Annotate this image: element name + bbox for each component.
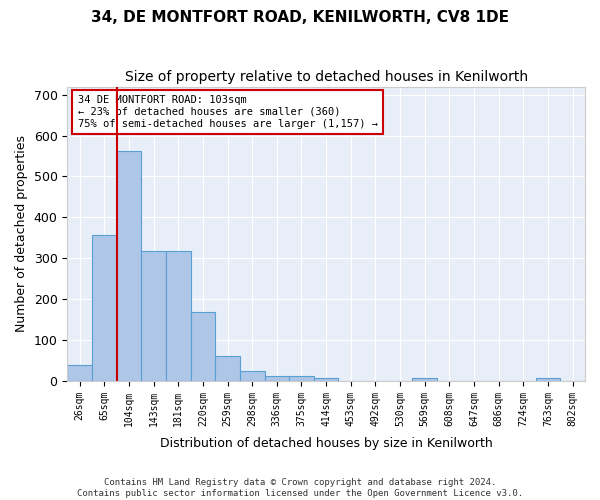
Y-axis label: Number of detached properties: Number of detached properties — [15, 135, 28, 332]
Bar — [166, 251, 191, 381]
Text: 34, DE MONTFORT ROAD, KENILWORTH, CV8 1DE: 34, DE MONTFORT ROAD, KENILWORTH, CV8 1D… — [91, 10, 509, 25]
Bar — [116, 151, 141, 381]
X-axis label: Distribution of detached houses by size in Kenilworth: Distribution of detached houses by size … — [160, 437, 493, 450]
Bar — [240, 370, 265, 381]
Text: Contains HM Land Registry data © Crown copyright and database right 2024.
Contai: Contains HM Land Registry data © Crown c… — [77, 478, 523, 498]
Bar — [215, 356, 240, 381]
Bar — [141, 251, 166, 381]
Bar — [536, 378, 560, 381]
Bar — [412, 378, 437, 381]
Bar — [67, 364, 92, 381]
Bar — [289, 376, 314, 381]
Title: Size of property relative to detached houses in Kenilworth: Size of property relative to detached ho… — [125, 70, 528, 84]
Bar — [314, 378, 338, 381]
Bar — [191, 312, 215, 381]
Bar — [265, 376, 289, 381]
Bar — [92, 234, 116, 381]
Text: 34 DE MONTFORT ROAD: 103sqm
← 23% of detached houses are smaller (360)
75% of se: 34 DE MONTFORT ROAD: 103sqm ← 23% of det… — [77, 96, 377, 128]
